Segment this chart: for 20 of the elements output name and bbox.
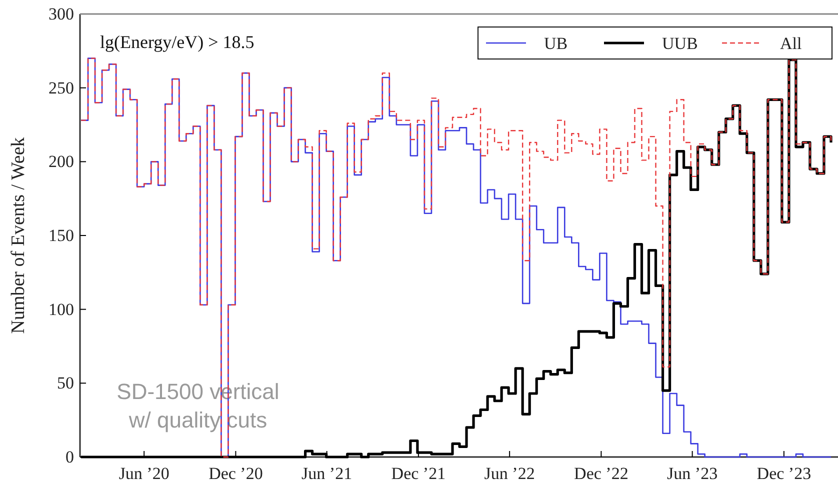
y-tick-label: 300: [48, 4, 74, 24]
legend-label: UUB: [662, 34, 698, 53]
legend-label: All: [780, 34, 802, 53]
y-tick-label: 250: [48, 78, 74, 98]
y-axis-title: Number of Events / Week: [8, 136, 29, 334]
x-tick-label: Dec ’20: [208, 464, 263, 484]
y-tick-label: 150: [48, 226, 74, 245]
annotation: lg(Energy/eV) > 18.5: [100, 32, 254, 52]
y-tick-label: 50: [57, 374, 74, 393]
x-tick-label: Dec ’22: [574, 464, 628, 484]
x-tick-label: Dec ’21: [391, 464, 446, 484]
x-tick-label: Jun ’22: [484, 464, 535, 484]
x-tick-label: Dec ’23: [756, 464, 812, 484]
x-tick-label: Jun ’21: [302, 464, 352, 484]
y-tick-label: 100: [48, 300, 74, 319]
x-tick-label: Jun ’23: [667, 464, 718, 484]
y-tick-label: 0: [66, 447, 74, 466]
y-tick-label: 200: [48, 152, 74, 172]
legend-label: UB: [544, 34, 568, 53]
x-tick-label: Jun ’20: [118, 464, 170, 484]
